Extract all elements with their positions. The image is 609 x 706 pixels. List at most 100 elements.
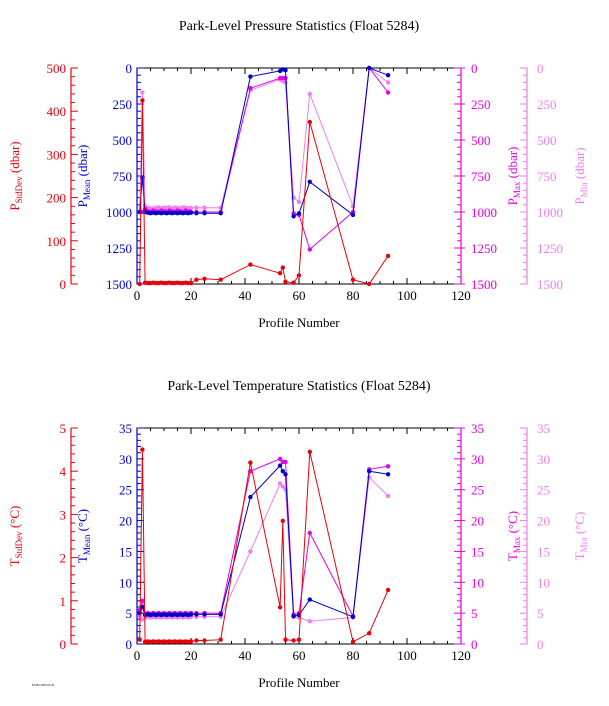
mean-tick-label: 30 [119, 452, 132, 467]
x-tick-label: 100 [397, 648, 417, 663]
max-tick-label: 750 [471, 169, 491, 184]
max-point [307, 247, 312, 252]
mean-axis-label-sub: Mean [82, 179, 92, 200]
mean-series [137, 65, 391, 219]
min-point [280, 484, 285, 489]
stddev-point [385, 587, 391, 593]
mean-series [137, 463, 391, 619]
max-tick-label: 0 [471, 637, 478, 652]
min-tick-label: 25 [537, 483, 550, 498]
x-tick-label: 80 [347, 288, 360, 303]
min-point [194, 205, 199, 210]
mean-axis-label-unit: (dbar) [75, 145, 90, 180]
max-tick-label: 500 [471, 133, 491, 148]
plot-frame [136, 67, 462, 285]
mean-tick-label: 1000 [106, 205, 132, 220]
mean-point [291, 214, 296, 219]
mean-point [283, 68, 288, 73]
stddev-tick-label: 5 [60, 421, 67, 436]
pressure-chart: Park-Level Pressure Statistics (Float 52… [7, 19, 589, 330]
stddev-point [367, 281, 372, 287]
stddev-axis-label: PStdDev (dbar) [7, 141, 24, 210]
min-series-line [139, 67, 389, 213]
mean-series-line [139, 464, 389, 618]
stddev-point [248, 460, 253, 465]
mean-point [350, 212, 356, 218]
mean-point [194, 211, 199, 216]
min-axis-label-unit: (°C) [572, 512, 587, 538]
max-point [277, 456, 283, 462]
stddev-axis-label-unit: (dbar) [7, 141, 22, 176]
stddev-point [307, 449, 312, 454]
x-tick-label: 100 [397, 288, 417, 303]
mean-tick-label: 1500 [106, 277, 132, 292]
stddev-series [137, 447, 391, 644]
min-tick-label: 500 [537, 133, 557, 148]
stddev-point [283, 279, 288, 284]
mean-tick-label: 15 [119, 544, 132, 559]
min-point [140, 90, 145, 95]
max-axis-label-unit: (dbar) [505, 147, 520, 182]
max-point [140, 598, 145, 603]
mean-axis-label-sub: Mean [82, 534, 92, 555]
stddev-point [202, 276, 207, 281]
max-point [283, 459, 288, 465]
stddev-point [385, 253, 391, 259]
max-point [385, 464, 391, 469]
stddev-tick-label: 500 [47, 61, 67, 76]
min-tick-label: 5 [537, 606, 544, 621]
stddev-point [188, 639, 194, 644]
min-tick-label: 1250 [537, 241, 563, 256]
max-axis-label-sub: Max [512, 536, 522, 553]
min-tick-label: 1500 [537, 277, 563, 292]
min-series [137, 65, 391, 215]
min-tick-label: 20 [537, 514, 550, 529]
min-tick-label: 35 [537, 421, 550, 436]
max-tick-label: 15 [471, 544, 484, 559]
stddev-point [194, 638, 199, 643]
max-series [137, 456, 391, 619]
stddev-point [188, 280, 194, 286]
mean-series-line [139, 67, 389, 218]
max-tick-label: 30 [471, 452, 484, 467]
stddev-series-line [139, 100, 389, 285]
max-tick-label: 5 [471, 606, 478, 621]
mean-point [218, 612, 223, 617]
stddev-point [218, 277, 223, 282]
stddev-axis-label: TStdDev (°C) [7, 506, 24, 567]
max-axis-label-unit: (°C) [505, 511, 520, 537]
stddev-tick-label: 200 [47, 191, 67, 206]
x-tick-label: 20 [185, 288, 198, 303]
x-tick-label: 60 [293, 288, 306, 303]
mean-point [194, 612, 199, 617]
min-tick-label: 10 [537, 575, 550, 590]
stddev-axis-label-unit: (°C) [7, 506, 22, 532]
stddev-tick-label: 400 [47, 104, 67, 119]
stddev-axis-label-main: P [7, 203, 22, 210]
min-tick-label: 0 [537, 61, 544, 76]
stddev-point [350, 639, 356, 644]
stddev-point [296, 273, 302, 278]
min-axis-label: PMin (dbar) [572, 147, 589, 204]
stddev-tick-label: 300 [47, 147, 67, 162]
max-tick-label: 10 [471, 575, 484, 590]
x-tick-label: 20 [185, 648, 198, 663]
stddev-point [283, 637, 288, 642]
min-point [248, 549, 253, 554]
chart-title: Park-Level Temperature Statistics (Float… [167, 379, 430, 394]
stddev-point [218, 637, 223, 642]
stddev-point [280, 265, 285, 270]
min-tick-label: 15 [537, 544, 550, 559]
mean-axis-label: PMean (dbar) [75, 145, 92, 208]
mean-point [385, 472, 391, 477]
max-tick-label: 1500 [471, 277, 497, 292]
mean-tick-label: 250 [113, 97, 133, 112]
max-tick-label: 20 [471, 514, 484, 529]
min-point [385, 80, 391, 85]
mean-tick-label: 20 [119, 514, 132, 529]
stddev-point [367, 631, 372, 636]
mean-tick-label: 0 [126, 61, 133, 76]
stddev-point [296, 637, 302, 642]
max-tick-label: 250 [471, 97, 491, 112]
